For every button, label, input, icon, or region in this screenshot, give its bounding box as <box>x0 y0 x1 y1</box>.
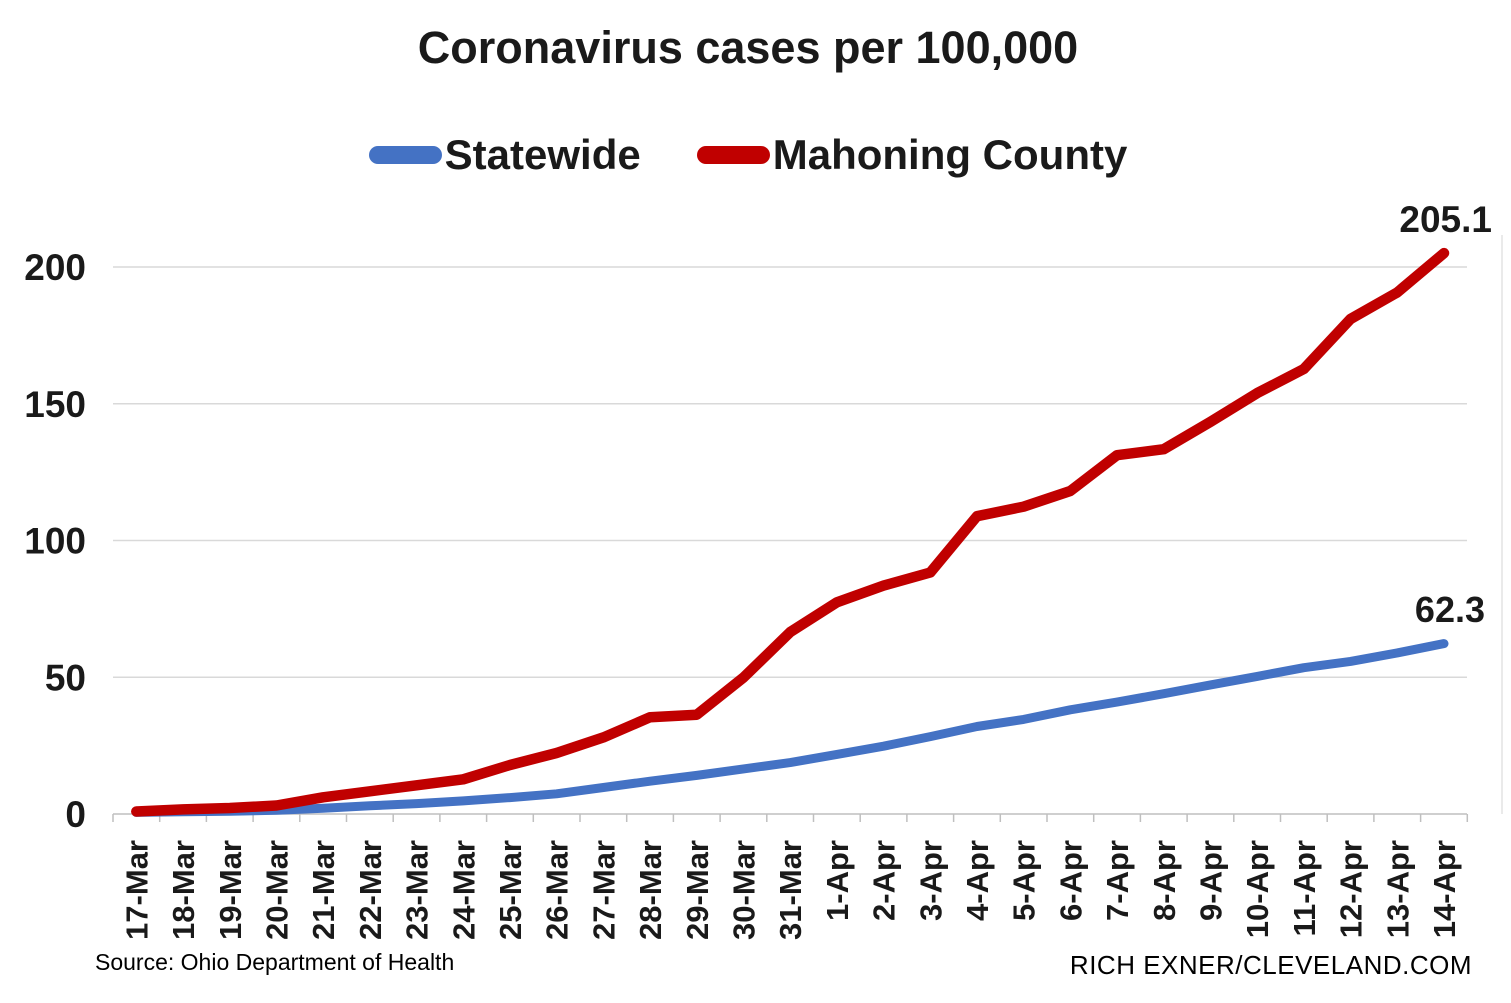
x-axis-tick-label: 7-Apr <box>1100 840 1135 921</box>
mahoning-legend-swatch <box>696 146 770 164</box>
legend-item-mahoning: Mahoning County <box>696 131 1128 179</box>
x-axis-tick-label: 21-Mar <box>306 840 341 940</box>
mahoning-legend-label: Mahoning County <box>772 131 1128 178</box>
y-axis-tick-label: 150 <box>24 384 86 425</box>
statewide-legend-label: Statewide <box>444 131 641 178</box>
x-axis-tick-label: 13-Apr <box>1380 840 1415 938</box>
statewide-line <box>131 639 1449 817</box>
x-axis-tick-label: 1-Apr <box>820 840 855 921</box>
x-axis-tick-label: 26-Mar <box>540 840 575 940</box>
x-axis-tick-label: 28-Mar <box>633 840 668 940</box>
y-axis-tick-label: 200 <box>24 247 86 288</box>
legend-item-statewide: Statewide <box>368 131 641 179</box>
y-axis-tick-label: 100 <box>24 521 86 562</box>
x-axis-tick-label: 27-Mar <box>586 840 621 940</box>
x-axis-tick-label: 23-Mar <box>400 840 435 940</box>
x-axis-tick-label: 5-Apr <box>1007 840 1042 921</box>
statewide-end-value-label: 62.3 <box>1414 589 1485 630</box>
x-axis-tick-label: 31-Mar <box>773 840 808 940</box>
x-axis-tick-label: 30-Mar <box>727 840 762 940</box>
statewide-legend-swatch <box>368 146 442 164</box>
x-axis-tick-label: 3-Apr <box>913 840 948 921</box>
x-axis-tick-label: 20-Mar <box>260 840 295 940</box>
x-axis-tick-label: 11-Apr <box>1287 840 1322 936</box>
x-axis-tick-label: 12-Apr <box>1334 840 1369 938</box>
y-axis-tick-label: 50 <box>45 657 86 698</box>
x-axis-tick-label: 24-Mar <box>446 840 481 940</box>
x-axis-tick-label: 18-Mar <box>166 840 201 940</box>
x-axis-tick-label: 29-Mar <box>680 840 715 940</box>
source-credit-text: Source: Ohio Department of Health <box>95 949 455 975</box>
mahoning-county-line <box>131 247 1450 817</box>
x-axis-tick-label: 8-Apr <box>1147 840 1182 921</box>
x-axis-tick-label: 4-Apr <box>960 840 995 921</box>
x-axis-tick-label: 9-Apr <box>1194 840 1229 921</box>
x-axis-tick-label: 17-Mar <box>119 840 154 940</box>
x-axis-tick-label: 2-Apr <box>867 840 902 921</box>
legend: Statewide Mahoning County <box>0 131 1496 179</box>
x-axis-tick-label: 10-Apr <box>1240 840 1275 938</box>
x-axis-tick-label: 25-Mar <box>493 840 528 940</box>
x-axis-tick-label: 22-Mar <box>353 840 388 940</box>
x-axis-tick-label: 6-Apr <box>1053 840 1088 921</box>
x-axis-tick-label: 14-Apr <box>1427 840 1462 938</box>
x-axis-tick-label: 19-Mar <box>213 840 248 940</box>
chart-title: Coronavirus cases per 100,000 <box>417 22 1079 73</box>
y-axis-tick-label: 0 <box>65 794 86 835</box>
author-credit-text: RICH EXNER/CLEVELAND.COM <box>1069 950 1472 980</box>
mahoning-end-value-label: 205.1 <box>1399 199 1492 240</box>
